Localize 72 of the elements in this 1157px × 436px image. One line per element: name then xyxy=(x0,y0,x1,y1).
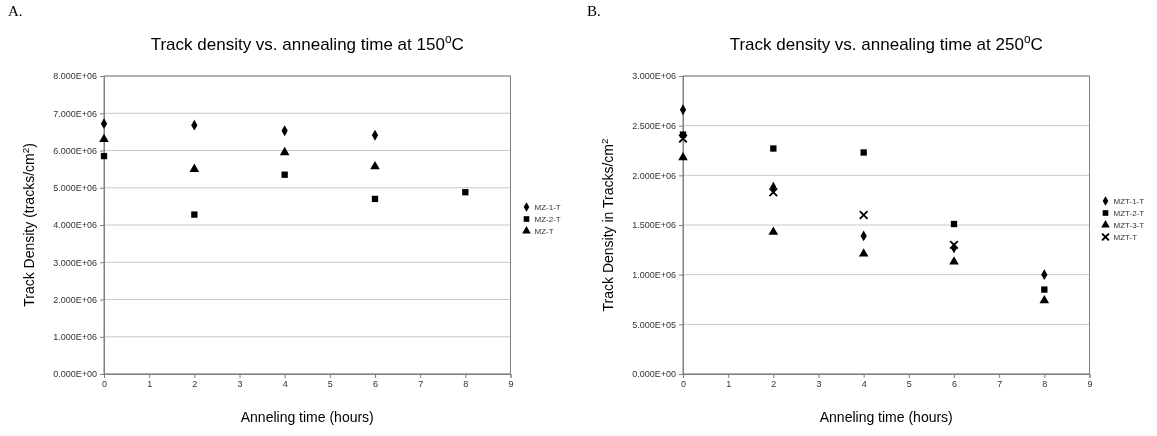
legend-label: MZT-T xyxy=(1113,233,1137,242)
point xyxy=(950,220,957,228)
text: B. xyxy=(586,3,601,19)
x-tick-label: 5 xyxy=(906,379,912,390)
x-tick-label: 6 xyxy=(951,379,957,390)
y-tick-label: 2.000E+06 xyxy=(53,294,97,305)
point xyxy=(677,133,688,144)
point xyxy=(281,171,288,178)
x-tick-label: 0 xyxy=(101,379,108,390)
x-axis-title: Anneling time (hours) xyxy=(819,409,953,425)
chart-title: Track density vs. annealing time at 250$^{o}$C xyxy=(729,32,1043,54)
point xyxy=(768,187,778,197)
x-tick-label: 5 xyxy=(327,379,333,390)
x-tick-label: 0 xyxy=(680,379,686,390)
point xyxy=(948,240,959,250)
y-tick-label: 1.000E+06 xyxy=(631,270,676,281)
x-tick-label: 3 xyxy=(815,379,822,390)
x-tick-label: 7 xyxy=(996,379,1002,390)
legend-label: MZ-T xyxy=(534,227,554,236)
point xyxy=(858,210,868,220)
point xyxy=(858,248,868,257)
x-tick-label: 7 xyxy=(418,379,424,390)
y-tick-label: 2.000E+06 xyxy=(631,170,676,181)
point xyxy=(191,211,198,218)
x-tick-label: 4 xyxy=(861,379,867,390)
point xyxy=(189,163,200,172)
x-tick-label: 1 xyxy=(725,379,731,390)
point xyxy=(1040,286,1047,293)
legend-label: MZ-2-T xyxy=(534,215,561,224)
point xyxy=(100,152,108,160)
x-tick-label: 8 xyxy=(463,379,469,390)
point xyxy=(462,189,469,196)
text: A. xyxy=(8,3,23,19)
y-tick-label: 8.000E+06 xyxy=(53,71,97,82)
point xyxy=(279,146,290,156)
y-tick-label: 5.000E+06 xyxy=(53,183,97,194)
legend-label: MZT-2-T xyxy=(1113,209,1144,218)
y-tick-label: 6.000E+06 xyxy=(53,145,97,156)
y-tick-label: 0.000E+00 xyxy=(631,369,676,380)
point xyxy=(1039,294,1049,304)
point xyxy=(677,151,688,161)
x-tick-label: 6 xyxy=(372,379,379,390)
point xyxy=(679,131,686,138)
x-tick-label: 2 xyxy=(192,379,198,390)
x-tick-label: 2 xyxy=(770,379,776,390)
x-tick-label: 1 xyxy=(147,379,153,390)
x-axis-title: Anneling time (hours) xyxy=(240,409,374,425)
x-tick-label: 9 xyxy=(508,379,514,390)
y-tick-label: 3.000E+06 xyxy=(631,71,676,82)
y-tick-label: 5.000E+05 xyxy=(631,319,676,330)
point xyxy=(860,149,867,156)
y-tick-label: 1.000E+06 xyxy=(53,332,97,343)
x-tick-label: 4 xyxy=(282,379,288,390)
x-tick-label: 8 xyxy=(1041,379,1047,390)
point xyxy=(371,195,379,203)
y-tick-label: 4.000E+06 xyxy=(53,220,97,231)
y-tick-label: 7.000E+06 xyxy=(53,108,97,119)
chart-title: Track density vs. annealing time at 150$^{o}$C xyxy=(150,32,464,54)
y-tick-label: 1.500E+06 xyxy=(631,220,676,231)
point xyxy=(370,160,380,170)
point xyxy=(768,226,778,235)
point xyxy=(948,256,959,265)
legend-label: MZ-1-T xyxy=(534,203,561,212)
legend-label: MZT-3-T xyxy=(1113,221,1144,230)
x-tick-label: 9 xyxy=(1086,379,1093,390)
x-tick-label: 3 xyxy=(237,379,243,390)
y-tick-label: 3.000E+06 xyxy=(53,257,97,268)
y-tick-label: 0.000E+00 xyxy=(53,369,97,380)
legend-label: MZT-1-T xyxy=(1113,197,1144,206)
point xyxy=(99,133,109,143)
y-tick-label: 2.500E+06 xyxy=(631,121,676,132)
point xyxy=(769,145,776,152)
